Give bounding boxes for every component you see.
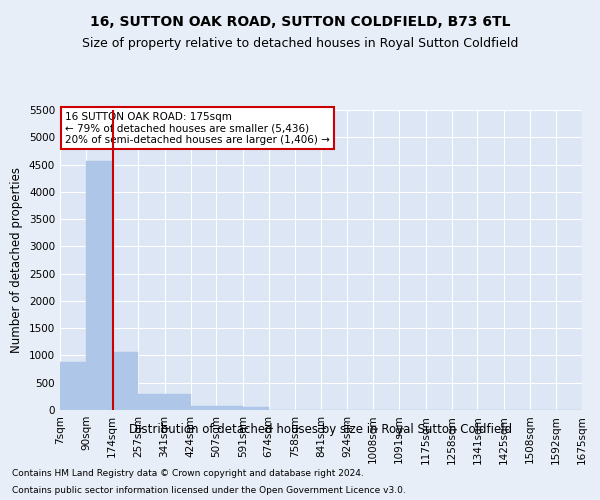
Text: Distribution of detached houses by size in Royal Sutton Coldfield: Distribution of detached houses by size … [130, 422, 512, 436]
Bar [86, 162, 112, 410]
Text: 16, SUTTON OAK ROAD, SUTTON COLDFIELD, B73 6TL: 16, SUTTON OAK ROAD, SUTTON COLDFIELD, B… [90, 15, 510, 29]
Bar [112, 352, 138, 410]
Bar [243, 407, 269, 410]
Text: Size of property relative to detached houses in Royal Sutton Coldfield: Size of property relative to detached ho… [82, 38, 518, 51]
Text: Contains public sector information licensed under the Open Government Licence v3: Contains public sector information licen… [12, 486, 406, 495]
Bar [217, 406, 243, 410]
Bar [60, 362, 86, 410]
Bar [164, 394, 191, 410]
Bar [138, 394, 164, 410]
Bar [191, 406, 217, 410]
Text: 16 SUTTON OAK ROAD: 175sqm
← 79% of detached houses are smaller (5,436)
20% of s: 16 SUTTON OAK ROAD: 175sqm ← 79% of deta… [65, 112, 330, 144]
Y-axis label: Number of detached properties: Number of detached properties [10, 167, 23, 353]
Text: Contains HM Land Registry data © Crown copyright and database right 2024.: Contains HM Land Registry data © Crown c… [12, 468, 364, 477]
